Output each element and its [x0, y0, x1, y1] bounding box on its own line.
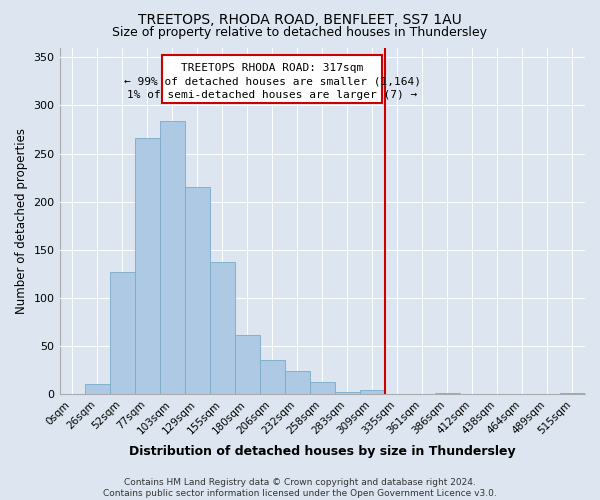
Text: Contains HM Land Registry data © Crown copyright and database right 2024.
Contai: Contains HM Land Registry data © Crown c… [103, 478, 497, 498]
Bar [310, 382, 335, 394]
Bar [134, 138, 160, 394]
Text: ← 99% of detached houses are smaller (1,164): ← 99% of detached houses are smaller (1,… [124, 76, 421, 86]
Bar [360, 390, 385, 394]
Y-axis label: Number of detached properties: Number of detached properties [15, 128, 28, 314]
X-axis label: Distribution of detached houses by size in Thundersley: Distribution of detached houses by size … [129, 444, 515, 458]
Text: TREETOPS RHODA ROAD: 317sqm: TREETOPS RHODA ROAD: 317sqm [181, 63, 364, 73]
Bar [85, 384, 110, 394]
Bar [235, 334, 260, 394]
Bar [162, 55, 382, 104]
Text: 1% of semi-detached houses are larger (7) →: 1% of semi-detached houses are larger (7… [127, 90, 418, 100]
Bar [335, 392, 360, 394]
Bar [110, 272, 134, 394]
Bar [285, 372, 310, 394]
Bar [260, 360, 285, 394]
Bar [185, 187, 209, 394]
Bar [209, 262, 235, 394]
Text: TREETOPS, RHODA ROAD, BENFLEET, SS7 1AU: TREETOPS, RHODA ROAD, BENFLEET, SS7 1AU [138, 12, 462, 26]
Bar [560, 392, 585, 394]
Text: Size of property relative to detached houses in Thundersley: Size of property relative to detached ho… [113, 26, 487, 39]
Bar [160, 120, 185, 394]
